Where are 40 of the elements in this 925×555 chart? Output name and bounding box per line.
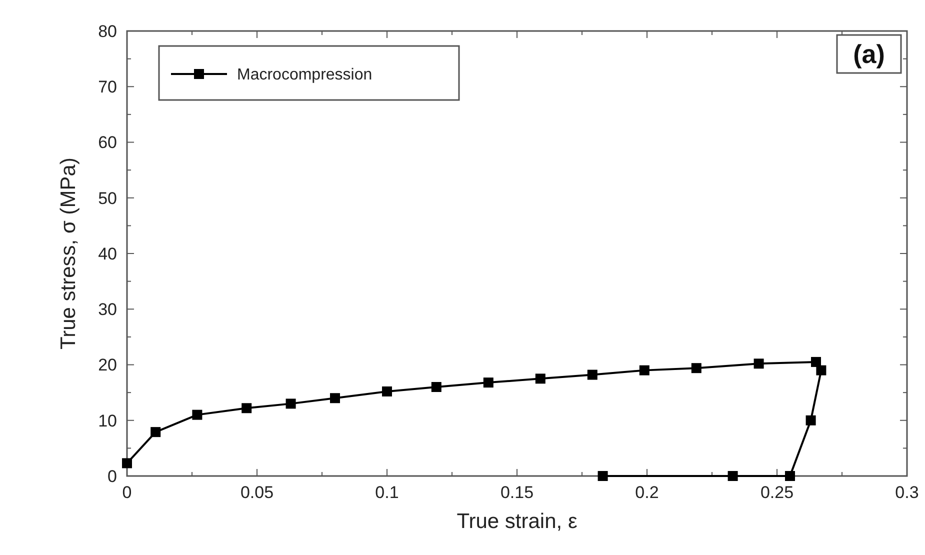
y-tick-label: 0 bbox=[108, 466, 117, 486]
point bbox=[691, 363, 702, 374]
y-tick-label: 80 bbox=[98, 22, 117, 41]
y-tick-label: 60 bbox=[98, 133, 117, 152]
y-tick-label: 10 bbox=[98, 411, 117, 430]
x-tick-label: 0.2 bbox=[635, 483, 659, 502]
x-tick-label: 0.3 bbox=[895, 483, 919, 502]
point bbox=[483, 378, 494, 388]
x-tick-label: 0 bbox=[122, 483, 132, 502]
point bbox=[192, 410, 202, 420]
point bbox=[122, 458, 132, 468]
point bbox=[286, 398, 296, 409]
point bbox=[598, 471, 608, 481]
point bbox=[806, 415, 816, 426]
point bbox=[816, 365, 826, 376]
x-tick-label: 0.05 bbox=[240, 483, 274, 502]
x-tick-label: 0.1 bbox=[375, 483, 399, 502]
legend-label: Macrocompression bbox=[237, 66, 372, 84]
y-tick-label: 30 bbox=[98, 300, 117, 320]
x-axis-title: True strain, ε bbox=[456, 510, 578, 533]
point bbox=[639, 365, 650, 376]
point bbox=[431, 382, 442, 392]
y-axis-title: True stress, σ (MPa) bbox=[57, 158, 80, 350]
point bbox=[785, 471, 795, 481]
y-tick-label: 70 bbox=[98, 78, 117, 97]
point bbox=[811, 356, 821, 367]
x-tick-label: 0.25 bbox=[760, 483, 794, 502]
point bbox=[587, 370, 598, 380]
y-tick-label: 50 bbox=[98, 188, 117, 208]
point bbox=[382, 386, 392, 396]
y-tick-label: 20 bbox=[98, 356, 117, 375]
y-tick-label: 40 bbox=[98, 244, 117, 264]
point bbox=[728, 471, 738, 481]
point bbox=[330, 393, 340, 404]
point bbox=[150, 427, 161, 438]
point bbox=[535, 374, 546, 384]
x-tick-label: 0.15 bbox=[500, 483, 534, 502]
point bbox=[242, 403, 252, 414]
annotation: (a) bbox=[853, 39, 885, 70]
point bbox=[754, 358, 764, 369]
